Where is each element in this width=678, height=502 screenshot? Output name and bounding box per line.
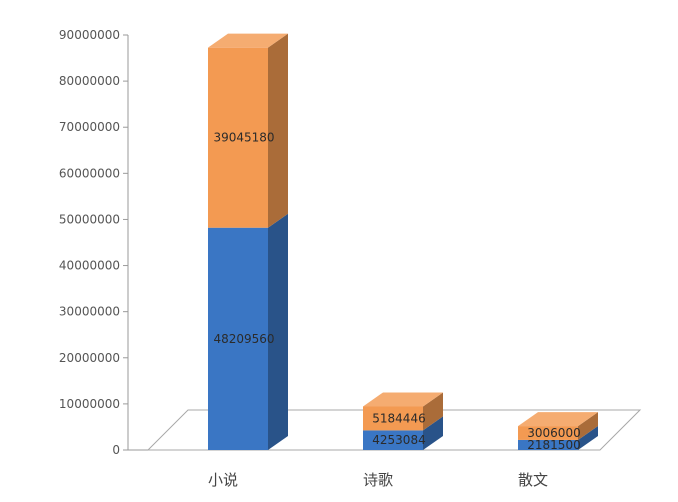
bar-segment-side [423, 416, 443, 450]
bar-top-face [363, 392, 443, 407]
y-axis-tick-label: 60000000 [59, 166, 120, 180]
data-label: 48209560 [213, 332, 274, 346]
bar-top-face [208, 33, 288, 48]
x-axis-tick-label: 散文 [518, 471, 548, 489]
bar-segment-side [423, 392, 443, 431]
bar-segment-side [268, 213, 288, 450]
data-labels: 48209560 39045180 4253084 5184446 2181500300… [213, 131, 580, 452]
chart-bars [208, 33, 598, 450]
bar-segment [363, 406, 423, 431]
bar-segment [518, 439, 578, 450]
y-axis-tick-label: 0 [112, 443, 120, 457]
chart-axes [123, 34, 642, 451]
y-axis-tick-label: 80000000 [59, 74, 120, 88]
bar-segment [518, 426, 578, 440]
bar-segment-side [578, 412, 598, 440]
y-axis-tick-label: 40000000 [59, 259, 120, 273]
y-axis-tick-label: 90000000 [59, 28, 120, 42]
bar-segment-side [268, 33, 288, 228]
data-label: 39045180 [213, 131, 274, 145]
data-label: 3006000 [527, 426, 580, 440]
y-axis-tick-labels: 0 10000000 20000000 30000000 40000000 5000000… [59, 28, 120, 457]
y-axis-tick-label: 20000000 [59, 351, 120, 365]
bar-segment [363, 430, 423, 450]
data-label: 5184446 [372, 411, 425, 425]
x-axis-tick-labels: 小说 诗歌 散文 [208, 471, 548, 489]
bar-segment [208, 227, 268, 450]
x-axis-tick-label: 小说 [208, 471, 238, 489]
bar-segment-side [578, 425, 598, 450]
bar-top-face [518, 412, 598, 427]
data-label: 2181500 [527, 438, 580, 452]
y-axis-tick-label: 30000000 [59, 305, 120, 319]
chart-floor [146, 409, 642, 451]
data-label: 4253084 [372, 433, 425, 447]
y-axis-tick-label: 10000000 [59, 397, 120, 411]
bar-segment [208, 47, 268, 228]
x-axis-tick-label: 诗歌 [363, 471, 393, 489]
y-axis-tick-label: 70000000 [59, 120, 120, 134]
y-axis-tick-label: 50000000 [59, 212, 120, 226]
